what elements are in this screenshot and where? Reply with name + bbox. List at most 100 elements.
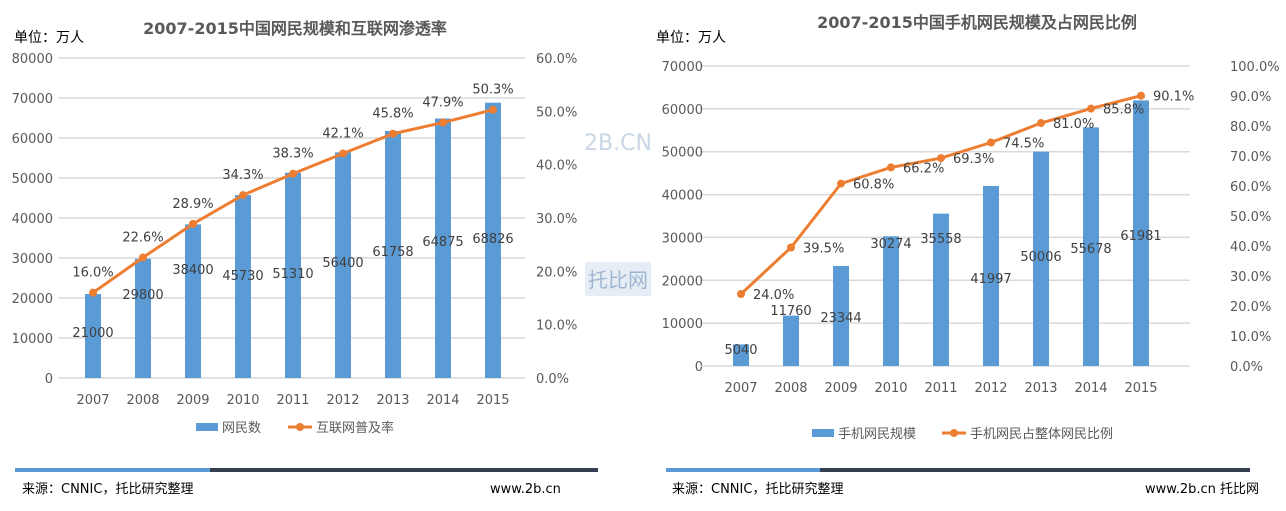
line-point	[189, 219, 197, 228]
bar-data-label: 5040	[724, 343, 757, 358]
bar-data-label: 55678	[1070, 242, 1111, 257]
line-point	[489, 105, 497, 114]
x-tick-label: 2010	[874, 381, 907, 396]
y2-tick-label: 10.0%	[1230, 330, 1271, 345]
x-tick-label: 2013	[1024, 381, 1057, 396]
y2-tick-label: 100.0%	[1230, 60, 1280, 75]
bar	[435, 118, 451, 378]
line-point	[887, 163, 895, 172]
bar	[1033, 151, 1049, 366]
bar-data-label: 29800	[122, 288, 163, 303]
bar	[385, 130, 401, 378]
bar-data-label: 61981	[1120, 229, 1161, 244]
bar	[983, 186, 999, 366]
line-data-label: 38.3%	[272, 147, 313, 162]
bar	[185, 224, 201, 378]
bar-data-label: 61758	[372, 245, 413, 260]
legend-bar-swatch	[196, 423, 218, 431]
chart-title: 2007-2015中国手机网民规模及占网民比例	[817, 13, 1137, 32]
line-data-label: 85.8%	[1103, 103, 1144, 118]
y2-tick-label: 40.0%	[536, 159, 577, 174]
bar	[85, 294, 101, 378]
legend-bar-swatch	[812, 429, 834, 437]
line-data-label: 81.0%	[1053, 117, 1094, 132]
bar	[1133, 100, 1149, 367]
y2-tick-label: 50.0%	[536, 105, 577, 120]
y-tick-label: 20000	[662, 274, 703, 289]
line-point	[787, 243, 795, 252]
line-point	[737, 290, 745, 298]
line-data-label: 50.3%	[472, 83, 513, 98]
bar-data-label: 38400	[172, 263, 213, 278]
footer-bar-dark	[210, 468, 598, 472]
bar	[833, 265, 849, 366]
line-point	[89, 288, 97, 297]
line-data-label: 16.0%	[72, 266, 113, 281]
y2-tick-label: 70.0%	[1230, 150, 1271, 165]
line-data-label: 39.5%	[803, 242, 844, 257]
bar-data-label: 56400	[322, 256, 363, 271]
bar-data-label: 41997	[970, 272, 1011, 287]
bar	[933, 213, 949, 366]
bar-data-label: 21000	[72, 326, 113, 341]
line-data-label: 34.3%	[222, 168, 263, 183]
line-data-label: 47.9%	[422, 96, 463, 111]
line-data-label: 45.8%	[372, 107, 413, 122]
y2-tick-label: 20.0%	[536, 265, 577, 280]
line-point	[1037, 119, 1045, 127]
y-tick-label: 0	[695, 360, 703, 375]
line-data-label: 69.3%	[953, 152, 994, 167]
x-tick-label: 2015	[476, 393, 509, 408]
y-tick-label: 60000	[662, 103, 703, 118]
y-tick-label: 60000	[12, 132, 53, 147]
y-tick-label: 10000	[662, 317, 703, 332]
y-tick-label: 80000	[12, 52, 53, 67]
legend-label: 互联网普及率	[316, 420, 394, 436]
x-tick-label: 2008	[126, 393, 159, 408]
footer-source: 来源：CNNIC，托比研究整理	[672, 482, 843, 497]
y2-tick-label: 80.0%	[1230, 120, 1271, 135]
bar	[1083, 127, 1099, 366]
line-point	[439, 118, 447, 127]
x-tick-label: 2008	[774, 381, 807, 396]
line-data-label: 24.0%	[753, 288, 794, 303]
footer-bar-blue	[666, 468, 820, 472]
x-tick-label: 2012	[974, 381, 1007, 396]
line-data-label: 66.2%	[903, 161, 944, 176]
line-data-label: 28.9%	[172, 197, 213, 212]
y-tick-label: 10000	[12, 332, 53, 347]
y2-tick-label: 0.0%	[1230, 360, 1263, 375]
bar-data-label: 45730	[222, 269, 263, 284]
line-point	[837, 179, 845, 188]
line-point	[139, 253, 147, 262]
y-tick-label: 30000	[12, 252, 53, 267]
line-data-label: 74.5%	[1003, 137, 1044, 152]
y-tick-label: 20000	[12, 292, 53, 307]
y-tick-label: 40000	[12, 212, 53, 227]
y-tick-label: 70000	[662, 60, 703, 75]
y-tick-label: 30000	[662, 231, 703, 246]
bar-data-label: 11760	[770, 304, 811, 319]
watermark-box	[585, 262, 651, 296]
bar-data-label: 64875	[422, 235, 463, 250]
line-point	[937, 154, 945, 163]
y2-tick-label: 60.0%	[1230, 180, 1271, 195]
y2-tick-label: 40.0%	[1230, 240, 1271, 255]
line-data-label: 22.6%	[122, 230, 163, 245]
x-tick-label: 2007	[76, 393, 109, 408]
bar	[485, 102, 501, 379]
bar-data-label: 35558	[920, 232, 961, 247]
bar	[883, 236, 899, 366]
footer-site: www.2b.cn	[490, 482, 561, 497]
line-point	[1137, 91, 1145, 100]
line-point	[987, 138, 995, 147]
bar	[733, 344, 749, 366]
x-tick-label: 2007	[724, 381, 757, 396]
x-tick-label: 2015	[1124, 381, 1157, 396]
bar	[285, 172, 301, 378]
footer-source: 来源：CNNIC，托比研究整理	[22, 482, 193, 497]
watermark-text: 托比网	[588, 268, 648, 292]
x-tick-label: 2009	[176, 393, 209, 408]
footer-bar-dark	[820, 468, 1250, 472]
